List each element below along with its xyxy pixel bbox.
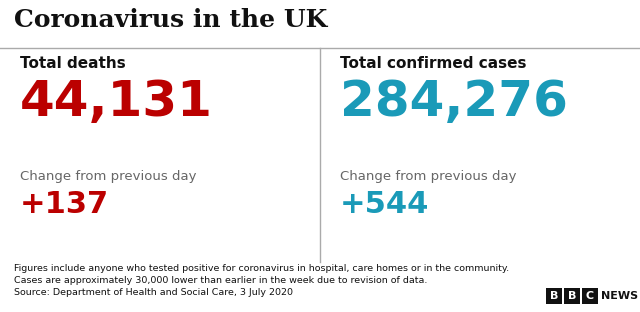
- Text: B: B: [550, 291, 558, 301]
- Text: C: C: [586, 291, 594, 301]
- Text: Coronavirus in the UK: Coronavirus in the UK: [14, 8, 328, 32]
- Bar: [546, 288, 562, 304]
- Text: Change from previous day: Change from previous day: [340, 170, 516, 183]
- Text: +137: +137: [20, 190, 109, 219]
- Text: Total deaths: Total deaths: [20, 56, 125, 71]
- Text: 44,131: 44,131: [20, 78, 213, 126]
- Text: Total confirmed cases: Total confirmed cases: [340, 56, 527, 71]
- Bar: [564, 288, 580, 304]
- Text: B: B: [568, 291, 576, 301]
- Text: Figures include anyone who tested positive for coronavirus in hospital, care hom: Figures include anyone who tested positi…: [14, 264, 509, 273]
- Text: Source: Department of Health and Social Care, 3 July 2020: Source: Department of Health and Social …: [14, 288, 293, 297]
- Text: +544: +544: [340, 190, 429, 219]
- Text: 284,276: 284,276: [340, 78, 568, 126]
- Text: Cases are approximately 30,000 lower than earlier in the week due to revision of: Cases are approximately 30,000 lower tha…: [14, 276, 428, 285]
- Text: NEWS: NEWS: [601, 291, 638, 301]
- Text: Change from previous day: Change from previous day: [20, 170, 196, 183]
- Bar: [582, 288, 598, 304]
